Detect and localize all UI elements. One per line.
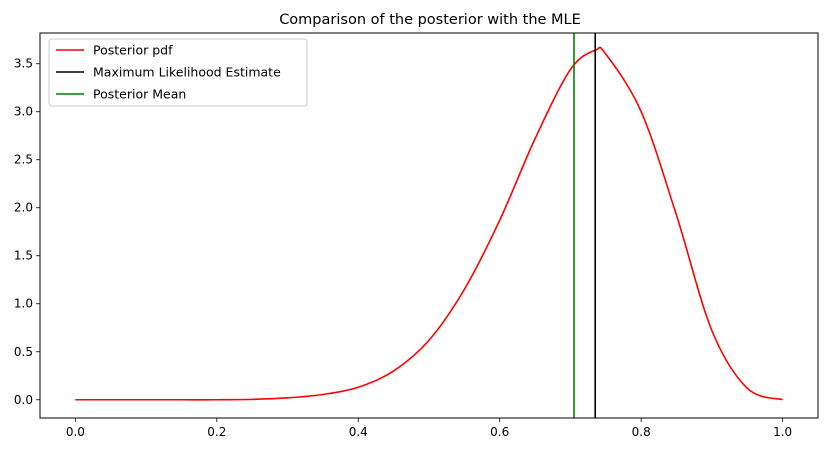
y-tick-label: 2.0 [14, 201, 33, 215]
axis-ticks: 0.0 0.2 0.4 0.6 0.8 1.0 0.0 0.5 1.0 1.5 2.0 2.5 3.0 3… [14, 57, 792, 439]
legend-entry-posterior-mean-label: Posterior Mean [93, 87, 186, 102]
legend-entry-posterior-pdf-label: Posterior pdf [93, 43, 173, 58]
plot-area [75, 33, 783, 418]
y-tick-label: 2.5 [14, 153, 33, 167]
x-tick-label: 0.6 [490, 425, 509, 439]
legend-entry-mle-label: Maximum Likelihood Estimate [93, 65, 281, 80]
y-tick-label: 3.5 [14, 57, 33, 71]
posterior-pdf-line [75, 46, 783, 401]
axes-frame [39, 32, 819, 419]
x-tick-label: 0.4 [349, 425, 368, 439]
legend-box [48, 38, 308, 107]
x-tick-label: 0.0 [66, 425, 85, 439]
y-tick-label: 1.5 [14, 249, 33, 263]
y-tick-label: 3.0 [14, 105, 33, 119]
chart-title: Comparison of the posterior with the MLE [279, 12, 581, 28]
x-tick-label: 0.2 [207, 425, 226, 439]
legend: Posterior pdf Maximum Likelihood Estimate… [48, 38, 308, 107]
x-tick-label: 1.0 [773, 425, 792, 439]
y-tick-label: 0.5 [14, 345, 33, 359]
x-tick-label: 0.8 [632, 425, 651, 439]
y-tick-label: 1.0 [14, 297, 33, 311]
y-tick-label: 0.0 [14, 393, 33, 407]
